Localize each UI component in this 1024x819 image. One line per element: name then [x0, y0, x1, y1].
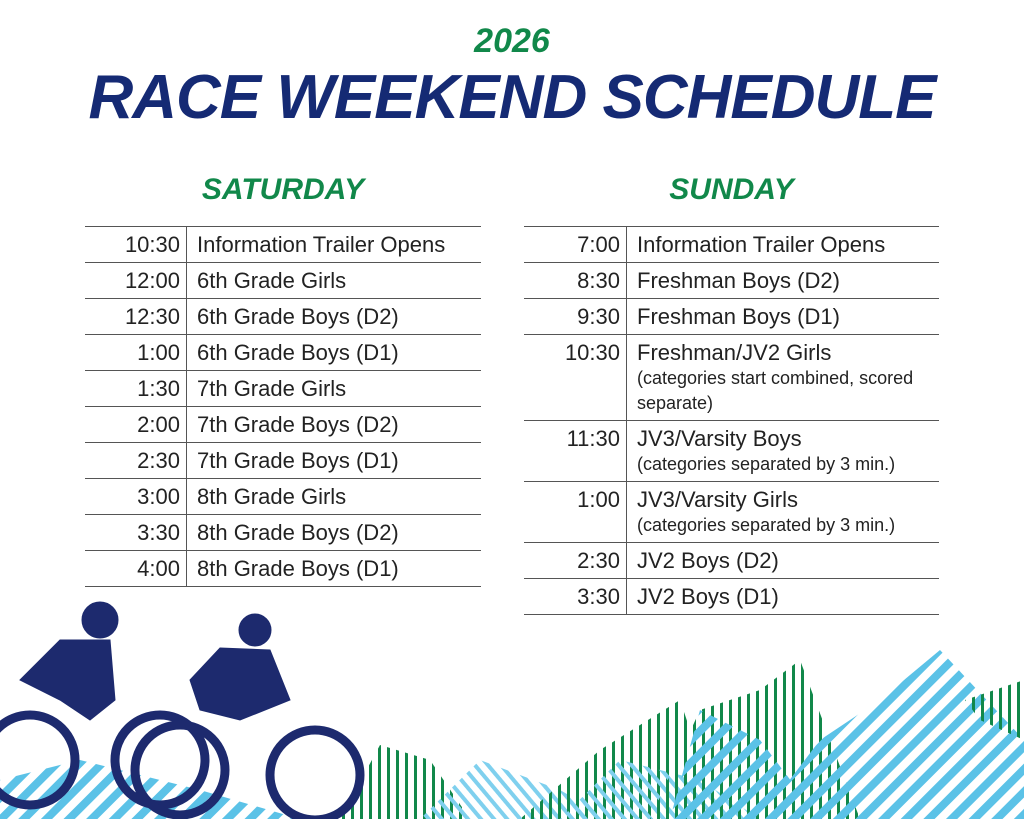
event-cell: 8th Grade Boys (D2) — [187, 515, 399, 550]
time: 2:00 — [85, 407, 187, 442]
day-column: SUNDAY 7:00 Information Trailer Opens 8:30 F… — [524, 172, 939, 615]
time: 4:00 — [85, 551, 187, 586]
schedule-row: 12:00 6th Grade Girls — [85, 263, 481, 299]
event: 6th Grade Boys (D2) — [197, 304, 399, 329]
event: 6th Grade Boys (D1) — [197, 340, 399, 365]
time: 1:00 — [524, 482, 627, 542]
event-note: (categories separated by 3 min.) — [637, 515, 896, 535]
event-cell: 8th Grade Boys (D1) — [187, 551, 399, 586]
event-cell: 6th Grade Girls — [187, 263, 346, 298]
schedule-row: 10:30 Information Trailer Opens — [85, 227, 481, 263]
event-cell: Freshman Boys (D1) — [627, 299, 840, 334]
schedule-row: 10:30 Freshman/JV2 Girls (categories start… — [524, 335, 939, 421]
time: 3:30 — [85, 515, 187, 550]
schedule-table: 7:00 Information Trailer Opens 8:30 Freshma… — [524, 226, 939, 615]
schedule-row: 3:30 8th Grade Boys (D2) — [85, 515, 481, 551]
schedule-row: 7:00 Information Trailer Opens — [524, 227, 939, 263]
event-cell: 6th Grade Boys (D2) — [187, 299, 399, 334]
event: JV3/Varsity Girls — [637, 487, 798, 512]
time: 12:30 — [85, 299, 187, 334]
schedule-row: 11:30 JV3/Varsity Boys (categories separat… — [524, 421, 939, 482]
event: 8th Grade Boys (D2) — [197, 520, 399, 545]
event-cell: 7th Grade Girls — [187, 371, 346, 406]
event: 8th Grade Girls — [197, 484, 347, 509]
event: 7th Grade Boys (D1) — [197, 448, 399, 473]
day-heading: SUNDAY — [669, 173, 794, 206]
time: 1:30 — [85, 371, 187, 406]
schedule-row: 1:00 6th Grade Boys (D1) — [85, 335, 481, 371]
event: Freshman Boys (D2) — [637, 268, 840, 293]
time: 2:30 — [85, 443, 187, 478]
event-cell: Freshman Boys (D2) — [627, 263, 840, 298]
schedule-row: 2:00 7th Grade Boys (D2) — [85, 407, 481, 443]
title: RACE WEEKEND SCHEDULE — [88, 63, 936, 132]
time: 9:30 — [524, 299, 627, 334]
schedule-row: 4:00 8th Grade Boys (D1) — [85, 551, 481, 587]
event: 7th Grade Girls — [197, 376, 347, 401]
event-cell: Information Trailer Opens — [187, 227, 445, 262]
event-cell: JV3/Varsity Girls (categories separated b… — [627, 482, 937, 542]
event-note: (categories separated by 3 min.) — [637, 454, 896, 474]
event: JV3/Varsity Boys — [637, 426, 802, 451]
event-cell: Information Trailer Opens — [627, 227, 885, 262]
time: 3:30 — [524, 579, 627, 614]
event-cell: JV2 Boys (D1) — [627, 579, 779, 614]
event: Information Trailer Opens — [637, 232, 886, 257]
day-heading: SATURDAY — [201, 173, 365, 206]
schedule-table: 10:30 Information Trailer Opens 12:00 6th G… — [85, 226, 481, 587]
event-cell: 7th Grade Boys (D1) — [187, 443, 399, 478]
time: 11:30 — [524, 421, 627, 481]
time: 8:30 — [524, 263, 627, 298]
year: 2026 — [474, 22, 550, 60]
schedule-row: 8:30 Freshman Boys (D2) — [524, 263, 939, 299]
event: 8th Grade Boys (D1) — [197, 556, 399, 581]
schedule-row: 9:30 Freshman Boys (D1) — [524, 299, 939, 335]
event-cell: 8th Grade Girls — [187, 479, 346, 514]
event: Freshman Boys (D1) — [637, 304, 840, 329]
event-cell: Freshman/JV2 Girls (categories start comb… — [627, 335, 937, 420]
schedule-row: 1:00 JV3/Varsity Girls (categories separat… — [524, 482, 939, 543]
event: JV2 Boys (D2) — [637, 548, 779, 573]
event: Information Trailer Opens — [197, 232, 446, 257]
time: 3:00 — [85, 479, 187, 514]
time: 10:30 — [524, 335, 627, 420]
schedule-row: 2:30 JV2 Boys (D2) — [524, 543, 939, 579]
event-cell: 7th Grade Boys (D2) — [187, 407, 399, 442]
time: 2:30 — [524, 543, 627, 578]
time: 10:30 — [85, 227, 187, 262]
time: 7:00 — [524, 227, 627, 262]
schedule-row: 3:00 8th Grade Girls — [85, 479, 481, 515]
time: 1:00 — [85, 335, 187, 370]
event-cell: JV2 Boys (D2) — [627, 543, 779, 578]
schedule-row: 2:30 7th Grade Boys (D1) — [85, 443, 481, 479]
schedule-row: 12:30 6th Grade Boys (D2) — [85, 299, 481, 335]
schedule-row: 3:30 JV2 Boys (D1) — [524, 579, 939, 615]
event-cell: 6th Grade Boys (D1) — [187, 335, 399, 370]
event-note: (categories start combined, scored separ… — [637, 368, 914, 413]
day-column: SATURDAY 10:30 Information Trailer Opens 12… — [85, 172, 481, 587]
event: 6th Grade Girls — [197, 268, 347, 293]
event: 7th Grade Boys (D2) — [197, 412, 399, 437]
event: Freshman/JV2 Girls — [637, 340, 832, 365]
event: JV2 Boys (D1) — [637, 584, 779, 609]
time: 12:00 — [85, 263, 187, 298]
event-cell: JV3/Varsity Boys (categories separated by… — [627, 421, 937, 481]
schedule-row: 1:30 7th Grade Girls — [85, 371, 481, 407]
